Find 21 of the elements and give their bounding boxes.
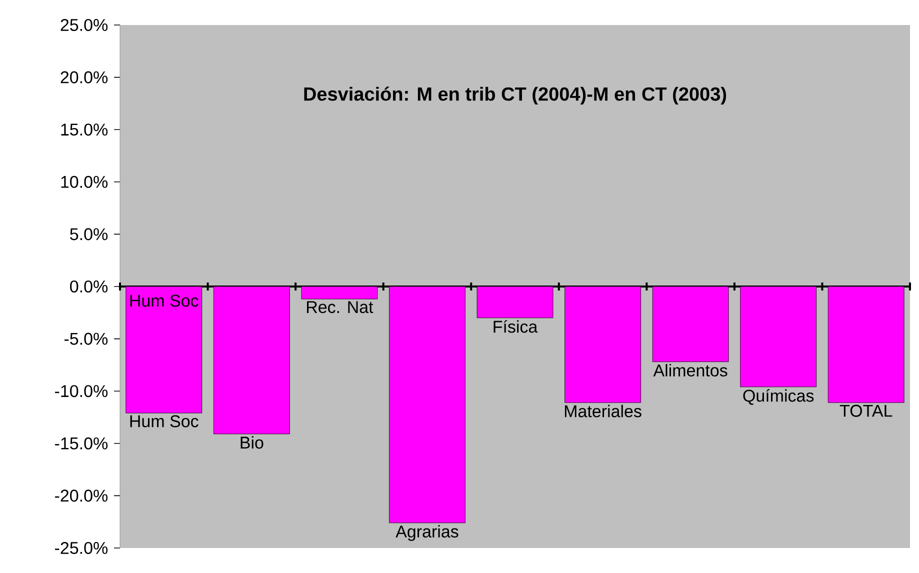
y-tick-label: -10.0%	[55, 385, 108, 398]
y-tick-label: 10.0%	[61, 176, 108, 188]
x-tick-label: Bio	[240, 436, 264, 449]
y-tick-label: -15.0%	[55, 437, 108, 450]
x-tick-label: Física	[494, 320, 538, 333]
y-tick-label: -25.0%	[55, 542, 108, 554]
y-tick-label: 25.0%	[60, 18, 108, 32]
x-tick-label: Rec. Nat	[306, 301, 374, 314]
y-tick-label: -5.0%	[64, 332, 108, 345]
y-tick-label: 15.0%	[61, 124, 108, 136]
x-tick-label: Materiales	[564, 404, 642, 418]
x-tick-label: Agrarias	[396, 525, 458, 541]
y-tick-label: 0.0%	[70, 280, 108, 293]
text: Desviación: M en trib CT (2004)-M en CT (2003)	[304, 86, 726, 105]
x-tick-label: TOTAL	[840, 404, 892, 417]
x-tick-label: Alimentos	[653, 364, 728, 376]
x-tick-label: Químicas	[743, 389, 814, 405]
y-tick-label: -20.0%	[55, 490, 108, 502]
y-tick-label: 5.0%	[70, 228, 108, 240]
y-tick-label: 20.0%	[60, 71, 108, 84]
annotation: Hum Soc	[130, 294, 198, 307]
